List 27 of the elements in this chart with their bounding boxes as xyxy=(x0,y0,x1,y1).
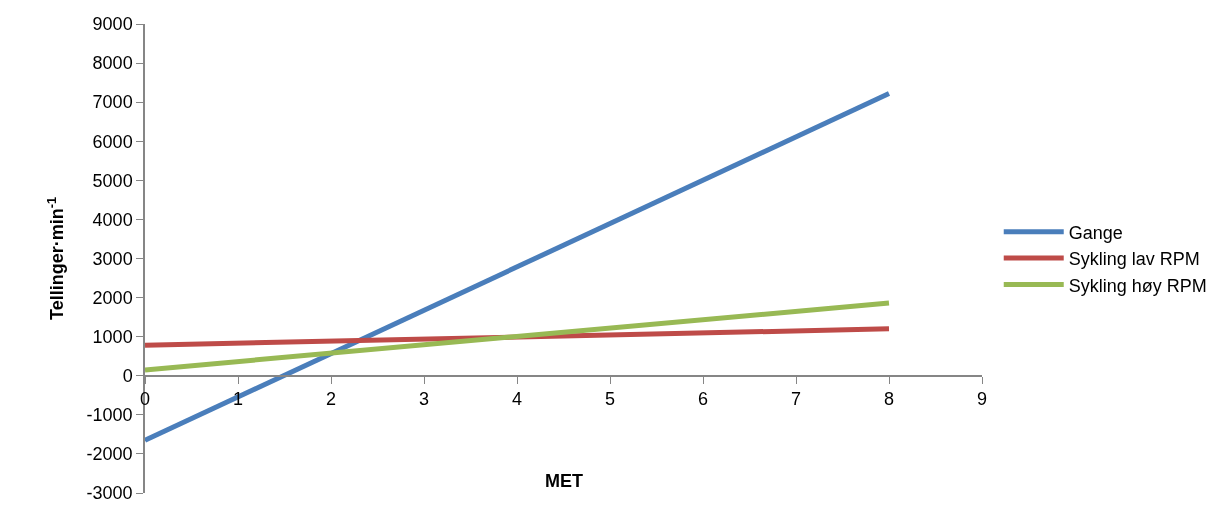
y-tick-label: 0 xyxy=(122,366,133,387)
x-axis-title: MET xyxy=(545,471,583,491)
y-tick-label: 5000 xyxy=(92,170,133,191)
y-tick-label: 7000 xyxy=(92,92,133,113)
y-tick-label: -1000 xyxy=(86,405,133,426)
y-tick-label: 8000 xyxy=(92,53,133,74)
x-tick-label: 5 xyxy=(604,389,616,410)
x-tick-label: 9 xyxy=(976,389,988,410)
x-tick-label: 1 xyxy=(232,389,244,410)
x-tick-label: 4 xyxy=(511,389,523,410)
y-tick-label: -3000 xyxy=(86,483,133,504)
y-tick-label: 2000 xyxy=(92,287,133,308)
y-tick-label: 3000 xyxy=(92,248,133,269)
legend-label: Sykling høy RPM xyxy=(1068,275,1207,296)
y-tick-label: -2000 xyxy=(86,444,133,465)
legend-label: Gange xyxy=(1068,222,1123,243)
x-tick-label: 2 xyxy=(325,389,337,410)
y-tick-label: 6000 xyxy=(92,131,133,152)
legend-label: Sykling lav RPM xyxy=(1068,249,1200,270)
y-tick-label: 4000 xyxy=(92,209,133,230)
x-tick-label: 6 xyxy=(697,389,709,410)
x-tick-label: 7 xyxy=(790,389,802,410)
x-tick-label: 8 xyxy=(883,389,895,410)
x-tick-label: 0 xyxy=(139,389,151,410)
x-tick-label: 3 xyxy=(418,389,430,410)
y-tick-label: 1000 xyxy=(92,326,133,347)
y-tick-label: 9000 xyxy=(92,14,133,35)
